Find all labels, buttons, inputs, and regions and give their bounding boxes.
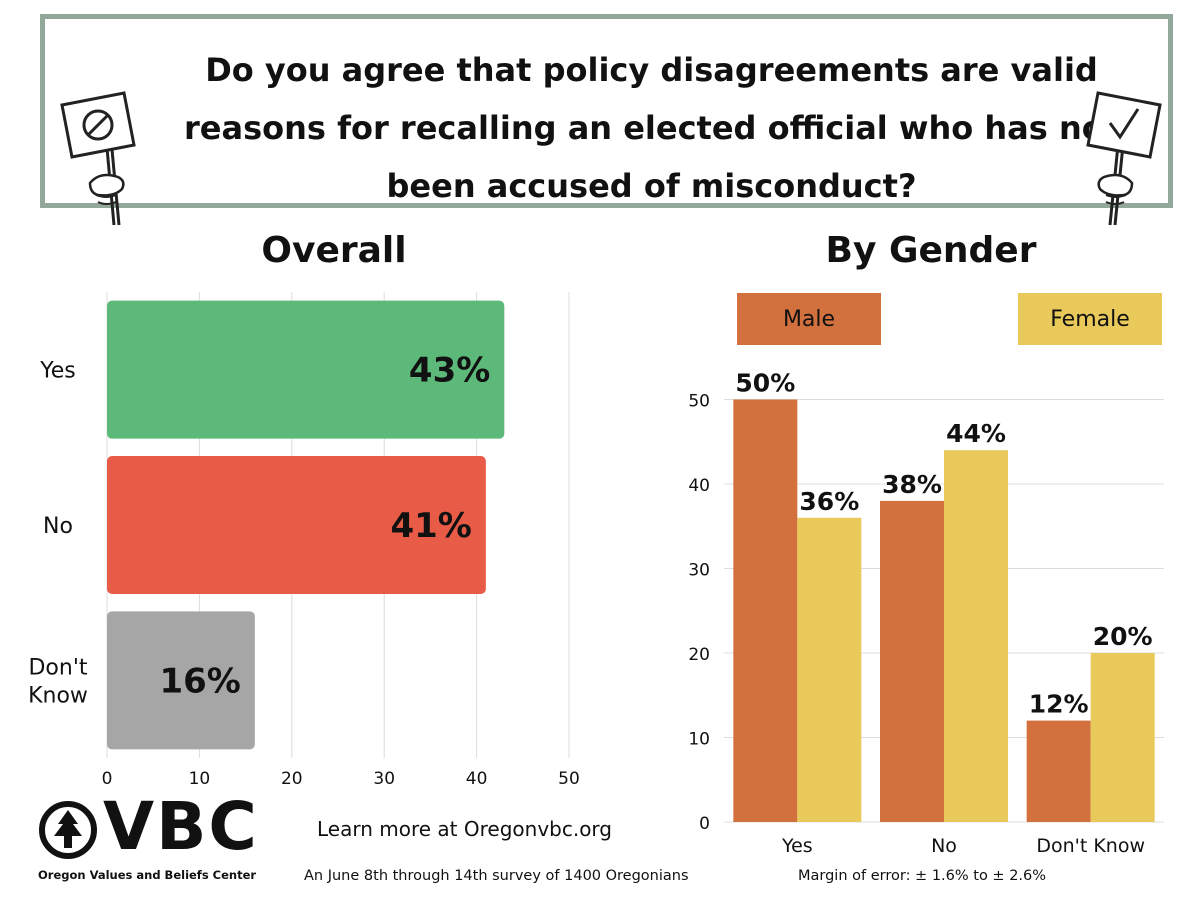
y-tick-label: 30 (688, 561, 710, 581)
x-tick-label: 30 (373, 769, 395, 789)
chart-question-title: Do you agree that policy disagreements a… (184, 51, 1119, 205)
bar-female-no (944, 450, 1008, 822)
gender-chart-title: By Gender (825, 230, 1037, 271)
overall-chart-title: Overall (261, 230, 407, 271)
x-tick-label: 0 (102, 769, 113, 789)
y-tick-label: 10 (688, 730, 710, 750)
bar-value-label: 36% (799, 487, 859, 516)
x-category-label: Don't Know (1036, 835, 1145, 857)
no-sign-icon (60, 91, 136, 226)
x-tick-label: 40 (466, 769, 488, 789)
learn-more-link[interactable]: Learn more at Oregonvbc.org (317, 817, 612, 841)
y-category-label: Don't Know (28, 655, 88, 708)
gender-bar-chart: 0 10 20 30 40 50 50% 36% Yes 38%44% No 12% 20% Don't … (688, 293, 1164, 857)
x-category-label: No (931, 835, 957, 857)
bar-female-yes (797, 517, 862, 822)
check-sign-icon (1086, 91, 1162, 226)
x-tick-label: 50 (558, 769, 580, 789)
bar-female-don-t-know (1090, 653, 1155, 822)
y-tick-label: 0 (699, 814, 710, 834)
legend-label-male: Male (783, 307, 835, 332)
legend-label-female: Female (1050, 307, 1130, 332)
y-tick-label: 20 (688, 645, 710, 665)
bar-value-label: 20% (1093, 622, 1153, 651)
x-tick-label: 10 (189, 769, 211, 789)
y-tick-label: 50 (688, 392, 710, 412)
bar-value-label: 43% (409, 351, 490, 391)
bar-male-yes (733, 399, 798, 822)
survey-note: An June 8th through 14th survey of 1400 … (304, 868, 689, 884)
x-tick-label: 20 (281, 769, 303, 789)
logo-org-name: Oregon Values and Beliefs Center (38, 868, 257, 882)
legend-swatch-female (1018, 293, 1162, 345)
bar-male-don-t-know (1026, 720, 1091, 822)
y-tick-label: 40 (688, 476, 710, 496)
bar-value-label: 44% (946, 419, 1006, 448)
bar-value-label: 16% (159, 661, 240, 701)
y-category-label: No (43, 514, 73, 539)
tree-emblem-icon (39, 801, 97, 859)
bar-don-t-know (107, 611, 255, 750)
overall-bar-chart: 0 10 20 30 40 50 43% Yes 41% No 16% Don't Know (28, 292, 580, 789)
vbc-logo: VBC Oregon Values and Beliefs Center (38, 788, 288, 895)
legend-swatch-male (737, 293, 881, 345)
logo-letters: VBC (103, 788, 259, 865)
bar-yes (107, 300, 505, 439)
title-box: Do you agree that policy disagreements a… (40, 14, 1173, 208)
bar-value-label: 38% (882, 470, 942, 499)
y-category-label: Yes (39, 359, 76, 384)
margin-of-error-note: Margin of error: ± 1.6% to ± 2.6% (798, 868, 1047, 884)
bar-no (107, 456, 486, 594)
x-category-label: Yes (781, 835, 813, 857)
bar-value-label: 41% (390, 506, 471, 546)
bar-value-label: 50% (735, 369, 795, 398)
bar-value-label: 12% (1029, 690, 1089, 719)
bar-male-no (880, 500, 944, 822)
